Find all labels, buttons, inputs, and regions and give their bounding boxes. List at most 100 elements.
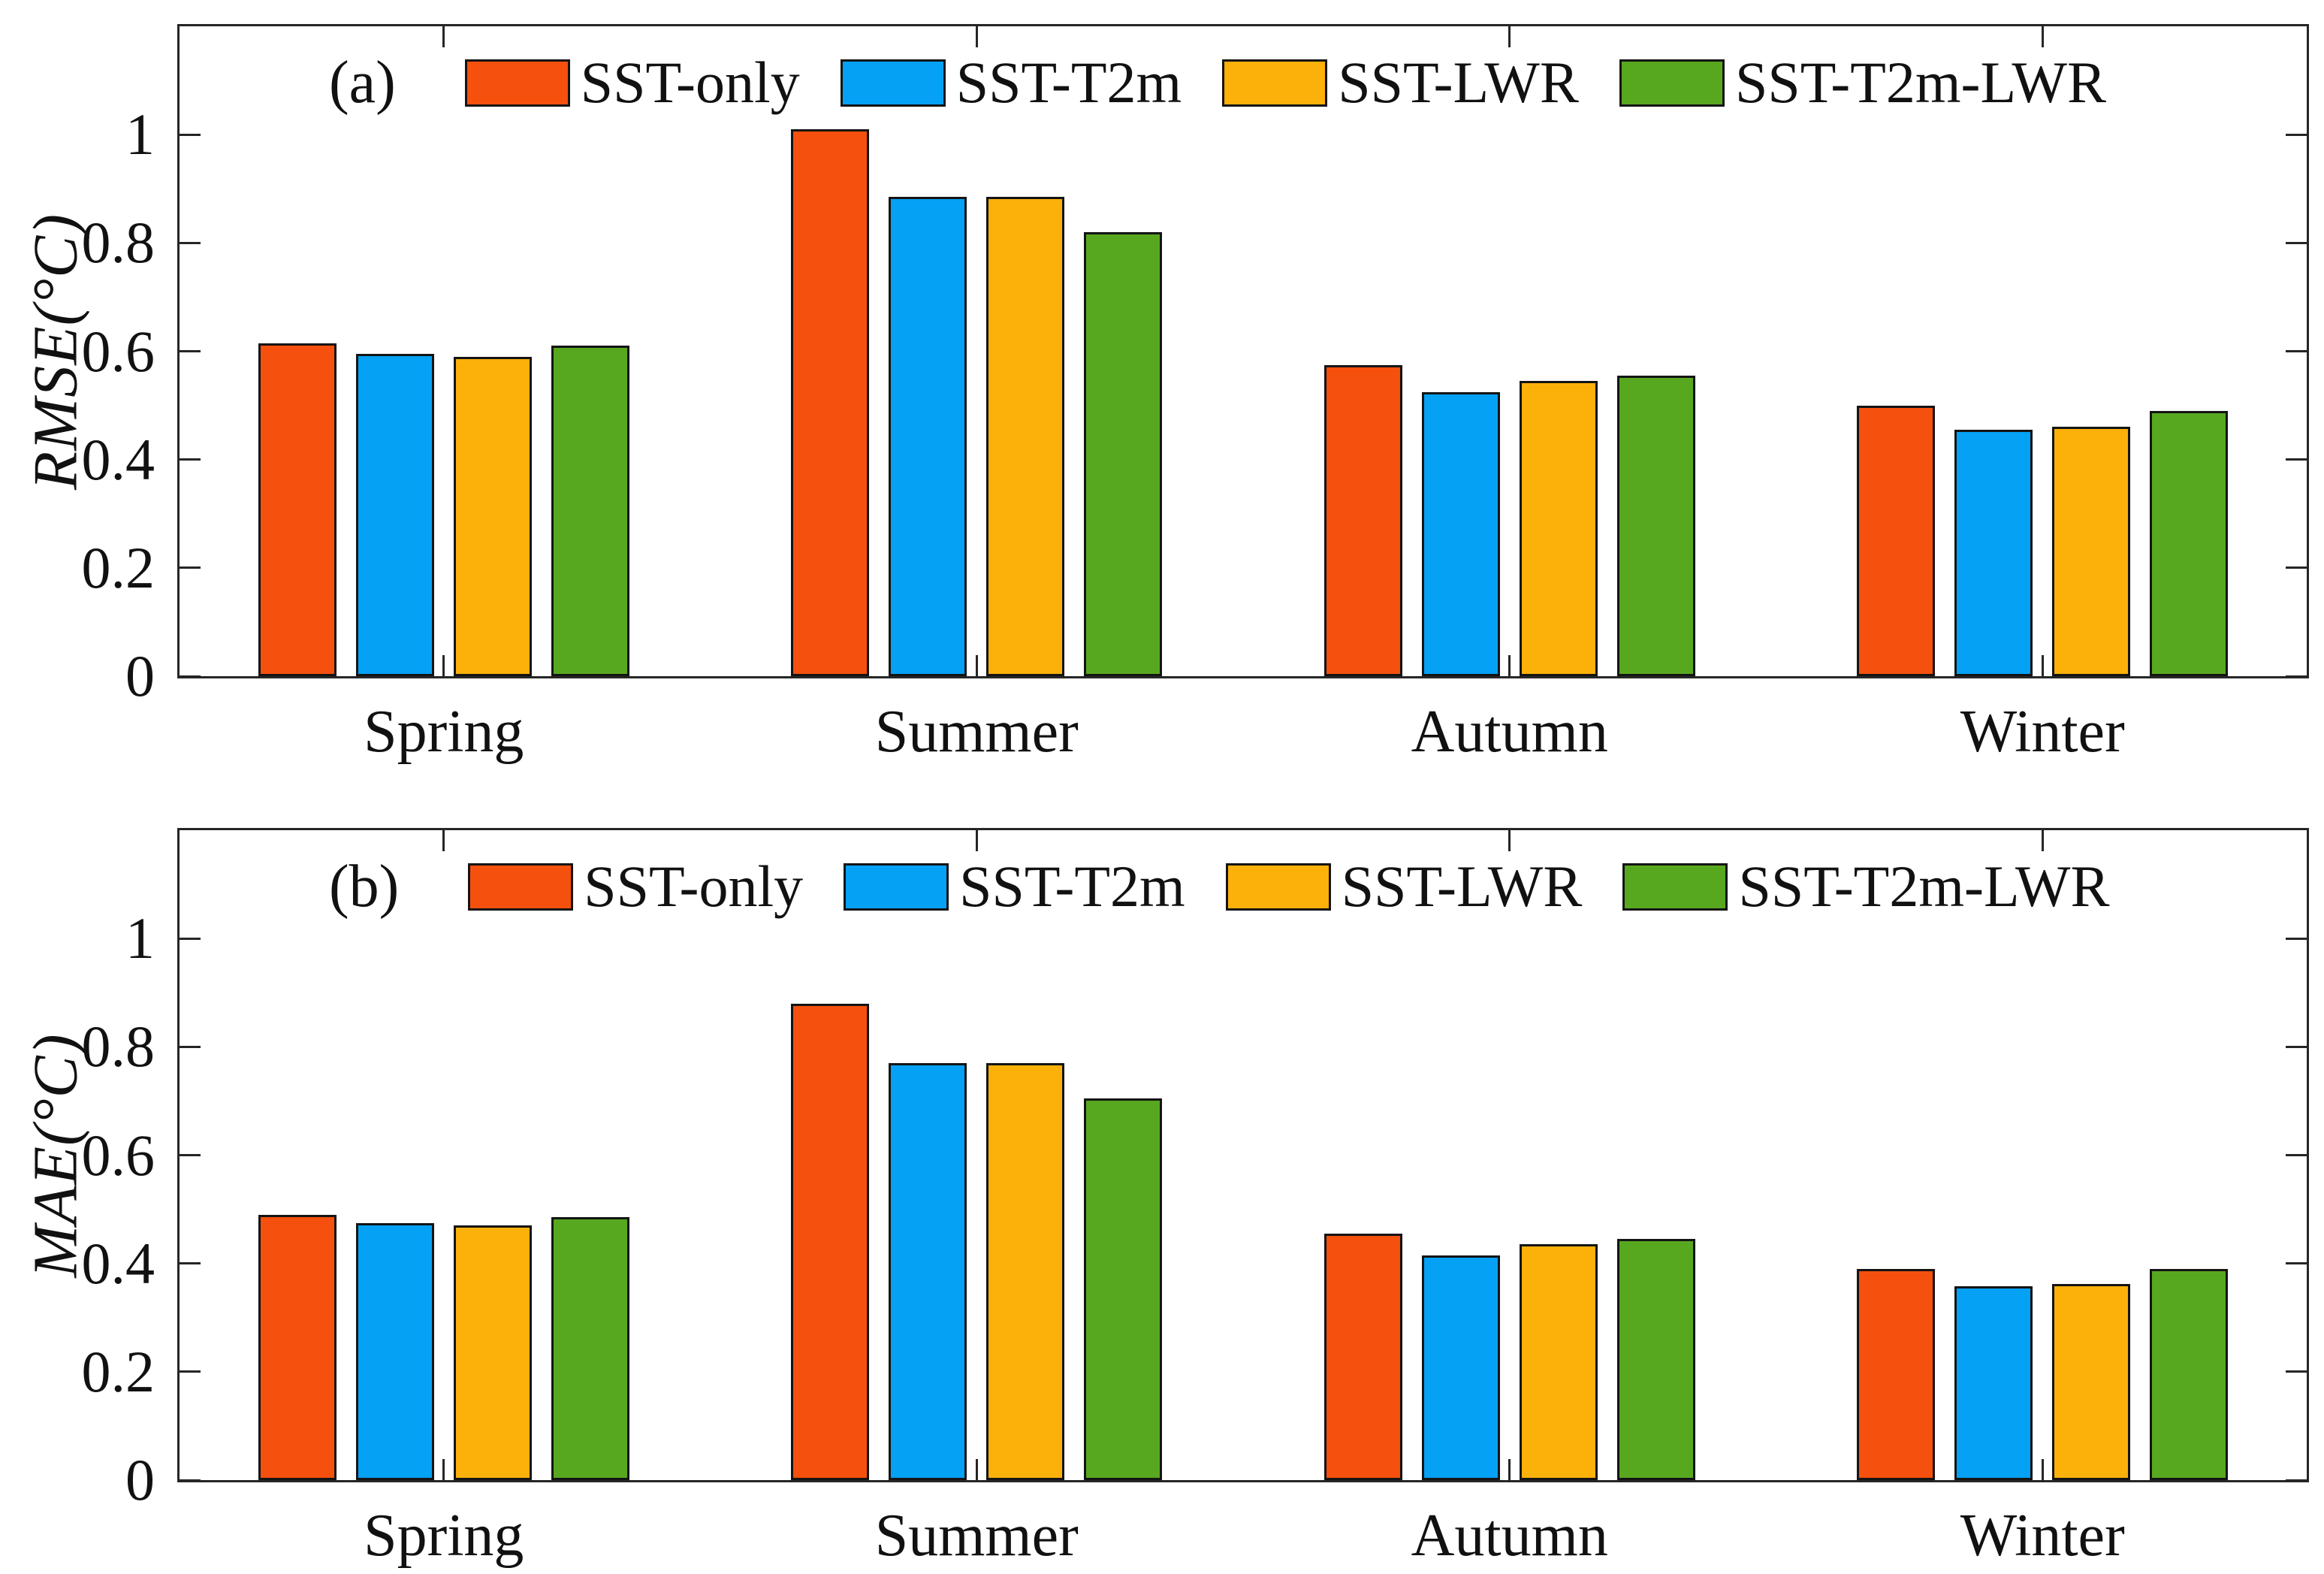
bar-sst-t2m-lwr-summer [1084, 232, 1162, 676]
y-tick-label: 0.8 [81, 1014, 155, 1080]
y-tick-label: 0.4 [81, 1230, 155, 1296]
legend-label: SST-only [584, 853, 804, 919]
y-tick-label: 0.2 [81, 534, 155, 600]
x-tick-mark [976, 1459, 978, 1480]
x-tick-mark-top [2042, 26, 2044, 47]
panel-label: (b) [329, 853, 400, 920]
bar-sst-t2m-lwr-spring [551, 346, 629, 676]
bar-sst-t2m-lwr-autumn [1617, 1239, 1695, 1480]
legend-entry-sst-t2m: SST-T2m [844, 853, 1185, 920]
x-tick-mark [2042, 1459, 2044, 1480]
legend-entry-sst-only: SST-only [464, 49, 800, 116]
y-tick-label: 1 [125, 101, 155, 168]
y-tick-mark-right [2286, 938, 2307, 940]
legend-label: SST-T2m [955, 50, 1182, 115]
y-tick-mark [180, 1370, 201, 1373]
bar-sst-only-spring [258, 343, 337, 676]
x-category-label: Spring [364, 699, 524, 765]
y-tick-mark [180, 1479, 201, 1482]
legend: (b) SST-only SST-T2m SST-LWR SST-T2m-LWR [329, 852, 2150, 921]
y-tick-label: 0 [125, 1447, 155, 1512]
bar-sst-lwr-autumn [1520, 381, 1598, 676]
y-tick-mark [180, 458, 201, 461]
x-tick-mark-top [976, 26, 978, 47]
chart-panel-a: RMSE(°C) 0 0.2 0.4 0.6 0.8 1 Spring Summer Autum… [21, 24, 2309, 765]
legend-swatch [1619, 59, 1725, 107]
y-tick-mark-right [2286, 566, 2307, 569]
legend-swatch [1225, 863, 1331, 911]
legend-swatch [464, 59, 570, 107]
panel-label: (a) [329, 50, 396, 116]
y-tick-mark [180, 1046, 201, 1048]
x-category-label: Summer [874, 1503, 1079, 1569]
x-tick-mark [1508, 1459, 1511, 1480]
y-tick-mark [180, 566, 201, 569]
y-tick-label: 0.8 [81, 210, 155, 276]
plot-area [177, 828, 2309, 1482]
x-tick-mark-top [2042, 830, 2044, 851]
bar-sst-only-autumn [1324, 1234, 1402, 1480]
y-tick-mark [180, 675, 201, 678]
x-tick-mark-top [442, 830, 445, 851]
legend-label: SST-LWR [1341, 853, 1583, 919]
y-tick-mark [180, 1154, 201, 1156]
bar-sst-lwr-winter [2052, 1284, 2130, 1480]
x-tick-mark-top [1508, 830, 1511, 851]
y-tick-mark-right [2286, 458, 2307, 461]
legend-label: SST-LWR [1338, 50, 1579, 115]
bar-sst-t2m-lwr-winter [2150, 1269, 2228, 1480]
bar-sst-only-spring [258, 1215, 337, 1480]
bar-sst-t2m-autumn [1422, 1255, 1500, 1480]
x-tick-mark [442, 1459, 445, 1480]
legend-entry-sst-lwr: SST-LWR [1225, 853, 1583, 920]
x-category-label: Summer [874, 699, 1079, 765]
x-category-label: Autumn [1411, 1503, 1608, 1569]
legend-swatch [840, 59, 946, 107]
y-tick-mark [180, 242, 201, 244]
legend-entry-sst-t2m-lwr: SST-T2m-LWR [1619, 49, 2106, 116]
x-category-label: Winter [1960, 699, 2125, 765]
legend-entry-sst-t2m: SST-T2m [840, 49, 1182, 116]
bar-sst-lwr-summer [986, 1063, 1064, 1480]
legend: (a) SST-only SST-T2m SST-LWR SST-T2m-LWR [329, 48, 2147, 117]
y-tick-mark-right [2286, 1262, 2307, 1264]
legend-label: SST-only [580, 50, 800, 115]
chart-panel-b: MAE(°C) 0 0.2 0.4 0.6 0.8 1 Spring Summer Autumn… [0, 804, 2324, 1574]
bar-sst-lwr-autumn [1520, 1244, 1598, 1480]
bar-sst-t2m-lwr-autumn [1617, 376, 1695, 676]
bar-sst-t2m-lwr-winter [2150, 411, 2228, 676]
bar-sst-t2m-lwr-summer [1084, 1098, 1162, 1480]
y-tick-mark [180, 134, 201, 136]
bar-sst-lwr-spring [454, 1225, 532, 1480]
legend-swatch [468, 863, 574, 911]
y-tick-mark-right [2286, 1479, 2307, 1482]
legend-label: SST-T2m-LWR [1738, 853, 2110, 919]
x-tick-mark-top [442, 26, 445, 47]
y-tick-label: 0.4 [81, 426, 155, 492]
bar-sst-only-summer [791, 1004, 869, 1480]
bar-sst-t2m-lwr-spring [551, 1217, 629, 1480]
bar-sst-only-winter [1857, 1269, 1935, 1480]
bar-sst-t2m-winter [1954, 1286, 2033, 1480]
x-tick-mark [976, 655, 978, 676]
x-tick-mark [442, 655, 445, 676]
bar-sst-t2m-summer [889, 1063, 967, 1480]
bar-sst-t2m-autumn [1422, 392, 1500, 676]
y-tick-label: 0 [125, 643, 155, 708]
y-tick-mark [180, 938, 201, 940]
y-tick-label: 0.6 [81, 1122, 155, 1188]
legend-swatch [1622, 863, 1728, 911]
bar-sst-only-winter [1857, 406, 1935, 676]
legend-entry-sst-lwr: SST-LWR [1222, 49, 1579, 116]
x-tick-mark-top [976, 830, 978, 851]
bar-sst-only-autumn [1324, 365, 1402, 676]
bar-sst-t2m-spring [356, 354, 434, 676]
bar-sst-lwr-spring [454, 357, 532, 676]
legend-label: SST-T2m-LWR [1734, 50, 2106, 115]
y-tick-mark-right [2286, 1154, 2307, 1156]
x-category-label: Autumn [1411, 699, 1608, 765]
x-tick-mark-top [1508, 26, 1511, 47]
legend-swatch [844, 863, 949, 911]
bar-sst-t2m-spring [356, 1223, 434, 1480]
